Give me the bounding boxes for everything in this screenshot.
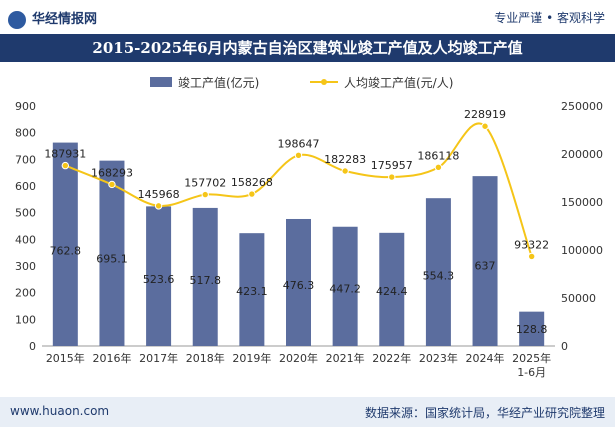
bar-value-label: 554.3 — [423, 269, 455, 282]
bar[interactable] — [146, 206, 172, 346]
line-path — [64, 122, 533, 257]
line-value-label: 157702 — [184, 177, 226, 190]
line-point[interactable] — [481, 122, 489, 130]
y-right-tick-label: 50000 — [561, 292, 596, 305]
bar[interactable] — [192, 207, 218, 346]
line-value-label: 228919 — [464, 108, 506, 121]
x-tick-label: 2019年 — [232, 351, 271, 365]
bar[interactable] — [472, 176, 498, 346]
line-point[interactable] — [294, 151, 303, 159]
bar[interactable] — [332, 226, 358, 346]
line-point[interactable] — [248, 190, 256, 198]
data-labels: 187931 168293 145968 157702 158268 198647 1822… — [44, 108, 549, 336]
brand[interactable]: 华经情报网 — [8, 8, 97, 29]
line-value-label: 175957 — [371, 159, 413, 172]
legend-label-line: 人均竣工产值(元/人) — [344, 75, 453, 90]
x-tick-label: 2016年 — [92, 351, 131, 365]
line-value-label: 93322 — [514, 238, 549, 251]
bar[interactable] — [99, 160, 125, 346]
bar-value-label: 523.6 — [143, 273, 175, 286]
bar[interactable] — [239, 233, 265, 346]
y-right-tick-label: 0 — [561, 340, 568, 353]
footer: www.huaon.com 数据来源：国家统计局，华经产业研究院整理 — [0, 397, 615, 427]
brand-logo-icon — [8, 10, 26, 29]
line-value-label: 158268 — [231, 176, 273, 189]
x-tick-label: 2018年 — [186, 351, 225, 365]
legend-marker-line — [321, 79, 327, 85]
x-tick-label: 2025年 — [512, 351, 551, 365]
top-bar: 华经情报网 专业严谨 • 客观科学 — [0, 0, 615, 34]
line-point[interactable] — [201, 190, 209, 199]
bar-value-label: 476.3 — [283, 279, 315, 292]
bar[interactable] — [519, 311, 545, 346]
y-right-tick-label: 200000 — [561, 148, 603, 161]
axes: 0 100 200 300 400 500 600 700 800 900 0 50000 100000… — [15, 100, 603, 379]
bar[interactable] — [425, 198, 451, 346]
bar-value-label: 695.1 — [96, 253, 128, 266]
y-left-tick-label: 600 — [15, 180, 36, 193]
line-point[interactable] — [388, 173, 396, 181]
y-left-tick-label: 700 — [15, 153, 36, 166]
line-point[interactable] — [108, 180, 116, 189]
chart: 竣工产值(亿元) 人均竣工产值(元/人) 0 100 200 300 400 500 600 7… — [15, 75, 603, 379]
bar[interactable] — [379, 232, 405, 346]
brand-name: 华经情报网 — [32, 12, 98, 27]
line-value-label: 187931 — [44, 148, 86, 161]
bar-value-label: 447.2 — [329, 282, 361, 295]
y-left-tick-label: 0 — [29, 340, 36, 353]
chart-title: 2015-2025年6月内蒙古自治区建筑业竣工产值及人均竣工产值 — [92, 39, 523, 57]
footer-url[interactable]: www.huaon.com — [10, 404, 110, 418]
bar[interactable] — [52, 142, 78, 346]
line-value-label: 182283 — [324, 153, 366, 166]
legend: 竣工产值(亿元) 人均竣工产值(元/人) — [150, 75, 453, 90]
line-point[interactable] — [154, 202, 163, 210]
bar-value-label: 517.8 — [189, 274, 221, 287]
x-tick-label: 2017年 — [139, 351, 178, 365]
y-left-tick-label: 200 — [15, 287, 36, 300]
y-left-tick-label: 500 — [15, 207, 36, 220]
y-left-tick-label: 400 — [15, 233, 36, 246]
line-series — [61, 122, 536, 261]
bar[interactable] — [286, 218, 311, 346]
legend-label-bar: 竣工产值(亿元) — [178, 75, 259, 90]
x-tick-label: 2020年 — [279, 351, 318, 365]
bar-value-label: 424.4 — [376, 285, 408, 298]
bars — [52, 142, 545, 346]
y-left-tick-label: 300 — [15, 260, 36, 273]
x-tick-label: 2024年 — [466, 351, 505, 365]
x-tick-label: 2022年 — [372, 351, 411, 365]
x-tick-label: 2021年 — [326, 351, 365, 365]
y-left-tick-label: 100 — [15, 313, 36, 326]
bar-value-label: 423.1 — [236, 285, 268, 298]
line-point[interactable] — [527, 252, 536, 261]
footer-source: 数据来源：国家统计局，华经产业研究院整理 — [364, 406, 605, 420]
y-left-tick-label: 800 — [15, 127, 36, 140]
legend-swatch-bar — [150, 77, 172, 87]
line-point[interactable] — [434, 163, 443, 172]
bar-value-label: 762.8 — [50, 244, 82, 257]
y-right-tick-label: 100000 — [561, 244, 603, 257]
line-value-label: 186118 — [417, 149, 459, 162]
title-bar: 2015-2025年6月内蒙古自治区建筑业竣工产值及人均竣工产值 — [0, 34, 615, 62]
x-tick-label: 1-6月 — [517, 366, 546, 379]
line-value-label: 198647 — [278, 137, 320, 150]
y-right-tick-label: 150000 — [561, 196, 603, 209]
line-point[interactable] — [61, 161, 70, 170]
line-value-label: 145968 — [138, 188, 180, 201]
x-tick-label: 2015年 — [46, 351, 85, 365]
y-left-tick-label: 900 — [15, 100, 36, 113]
x-tick-label: 2023年 — [419, 351, 458, 365]
bar-value-label: 637 — [475, 260, 496, 273]
tagline: 专业严谨 • 客观科学 — [494, 11, 605, 25]
line-value-label: 168293 — [91, 166, 133, 179]
bar-value-label: 128.8 — [516, 323, 548, 336]
y-right-tick-label: 250000 — [561, 100, 603, 113]
line-point[interactable] — [341, 167, 349, 175]
